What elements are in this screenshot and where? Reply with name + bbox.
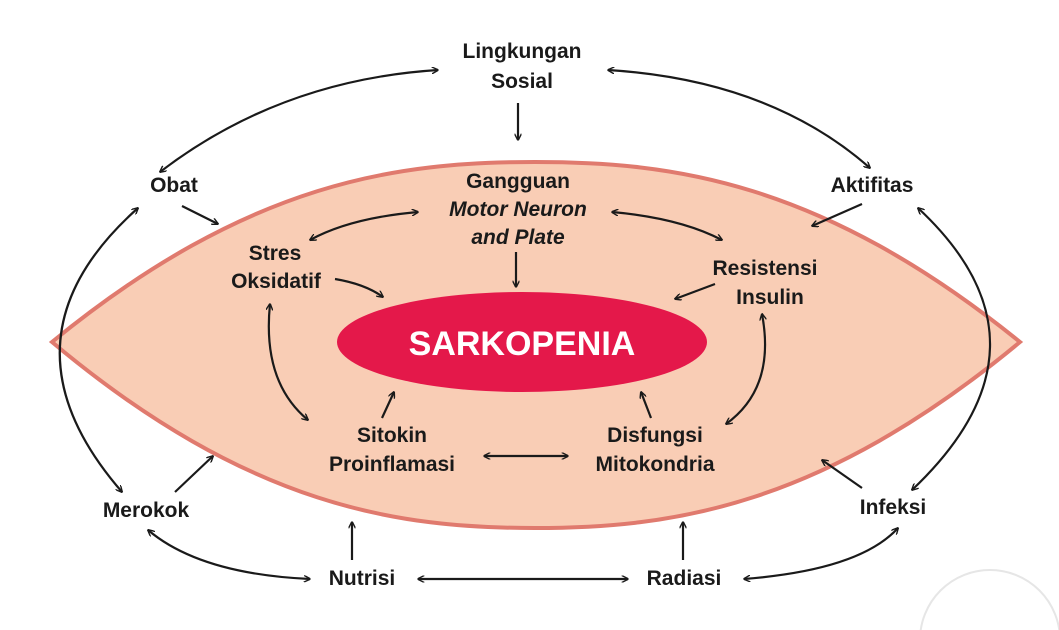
- aktifitas-label: Aktifitas: [831, 174, 914, 197]
- arrow-resistensi-disfungsi: [726, 314, 765, 424]
- arrow-stres-sarkopenia: [334, 277, 383, 297]
- resistensi-label: Resistensi: [712, 257, 817, 280]
- disfungsi-label: Disfungsi: [607, 424, 703, 447]
- arrow-merokok-in: [174, 456, 213, 493]
- lingkungan-label: Lingkungan: [463, 40, 582, 63]
- arrow-merokok-nutrisi: [148, 530, 310, 579]
- sosial-label: Sosial: [491, 70, 553, 93]
- arrow-radiasi-infeksi: [744, 528, 898, 579]
- merokok-label: Merokok: [103, 499, 190, 522]
- arrow-stres-sitokin: [269, 304, 308, 420]
- obat-label: Obat: [150, 174, 198, 197]
- arrow-obat-in: [181, 205, 218, 224]
- arrow-obat-lingkungan: [160, 70, 438, 172]
- arrow-lingkungan-aktifitas: [608, 70, 870, 168]
- insulin-label: Insulin: [736, 286, 804, 309]
- arrow-stres-gangguan: [310, 212, 418, 240]
- nutrisi-label: Nutrisi: [329, 567, 396, 590]
- motor-neuron-label: Motor Neuron: [449, 198, 587, 221]
- arrow-resistensi-sarkopenia: [675, 282, 716, 299]
- sarkopenia-label: SARKOPENIA: [409, 325, 636, 363]
- arrow-aktifitas-infeksi: [912, 208, 992, 490]
- stres-label: Stres: [249, 242, 302, 265]
- corner-circle: [919, 569, 1059, 630]
- infeksi-label: Infeksi: [860, 496, 927, 519]
- arrow-infeksi-in: [822, 460, 863, 489]
- mitokondria-label: Mitokondria: [596, 453, 715, 476]
- gangguan-label: Gangguan: [466, 170, 570, 193]
- arrow-obat-merokok: [58, 208, 138, 492]
- sitokin-label: Sitokin: [357, 424, 427, 447]
- arrow-aktifitas-in: [812, 202, 863, 226]
- and-plate-label: and Plate: [471, 226, 565, 249]
- arrow-gangguan-resistensi: [612, 212, 722, 240]
- arrow-disfungsi-sarkopenia: [641, 392, 653, 419]
- arrow-sitokin-sarkopenia: [381, 392, 394, 419]
- radiasi-label: Radiasi: [647, 567, 722, 590]
- sarkopenia-ellipse: [337, 292, 707, 392]
- proinflamasi-label: Proinflamasi: [329, 453, 455, 476]
- oksidatif-label: Oksidatif: [231, 270, 322, 293]
